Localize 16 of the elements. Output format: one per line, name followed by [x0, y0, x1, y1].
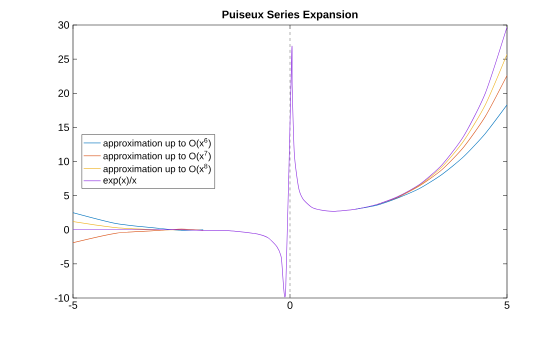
- y-tick-label: 25: [58, 55, 70, 63]
- y-tick-label: -10: [54, 294, 70, 302]
- y-tick-label: 0: [64, 226, 70, 234]
- y-tick-label: 10: [58, 158, 70, 166]
- chart-title: Puiseux Series Expansion: [222, 10, 358, 20]
- legend-label: approximation up to O(x$^{6}$): [103, 138, 211, 148]
- y-tick-label: 5: [64, 192, 70, 200]
- y-tick-label: 30: [58, 21, 70, 29]
- x-tick-label: 5: [504, 302, 510, 309]
- legend-label: approximation up to O(x$^{8}$): [103, 164, 211, 174]
- legend-label: approximation up to O(x$^{7}$): [103, 150, 211, 162]
- y-tick-label: 15: [58, 124, 70, 132]
- x-tick-label: 0: [288, 302, 292, 309]
- legend-label: exp(x)/x: [103, 176, 137, 186]
- y-tick-label: -5: [60, 260, 70, 268]
- y-tick-label: 20: [58, 90, 70, 97]
